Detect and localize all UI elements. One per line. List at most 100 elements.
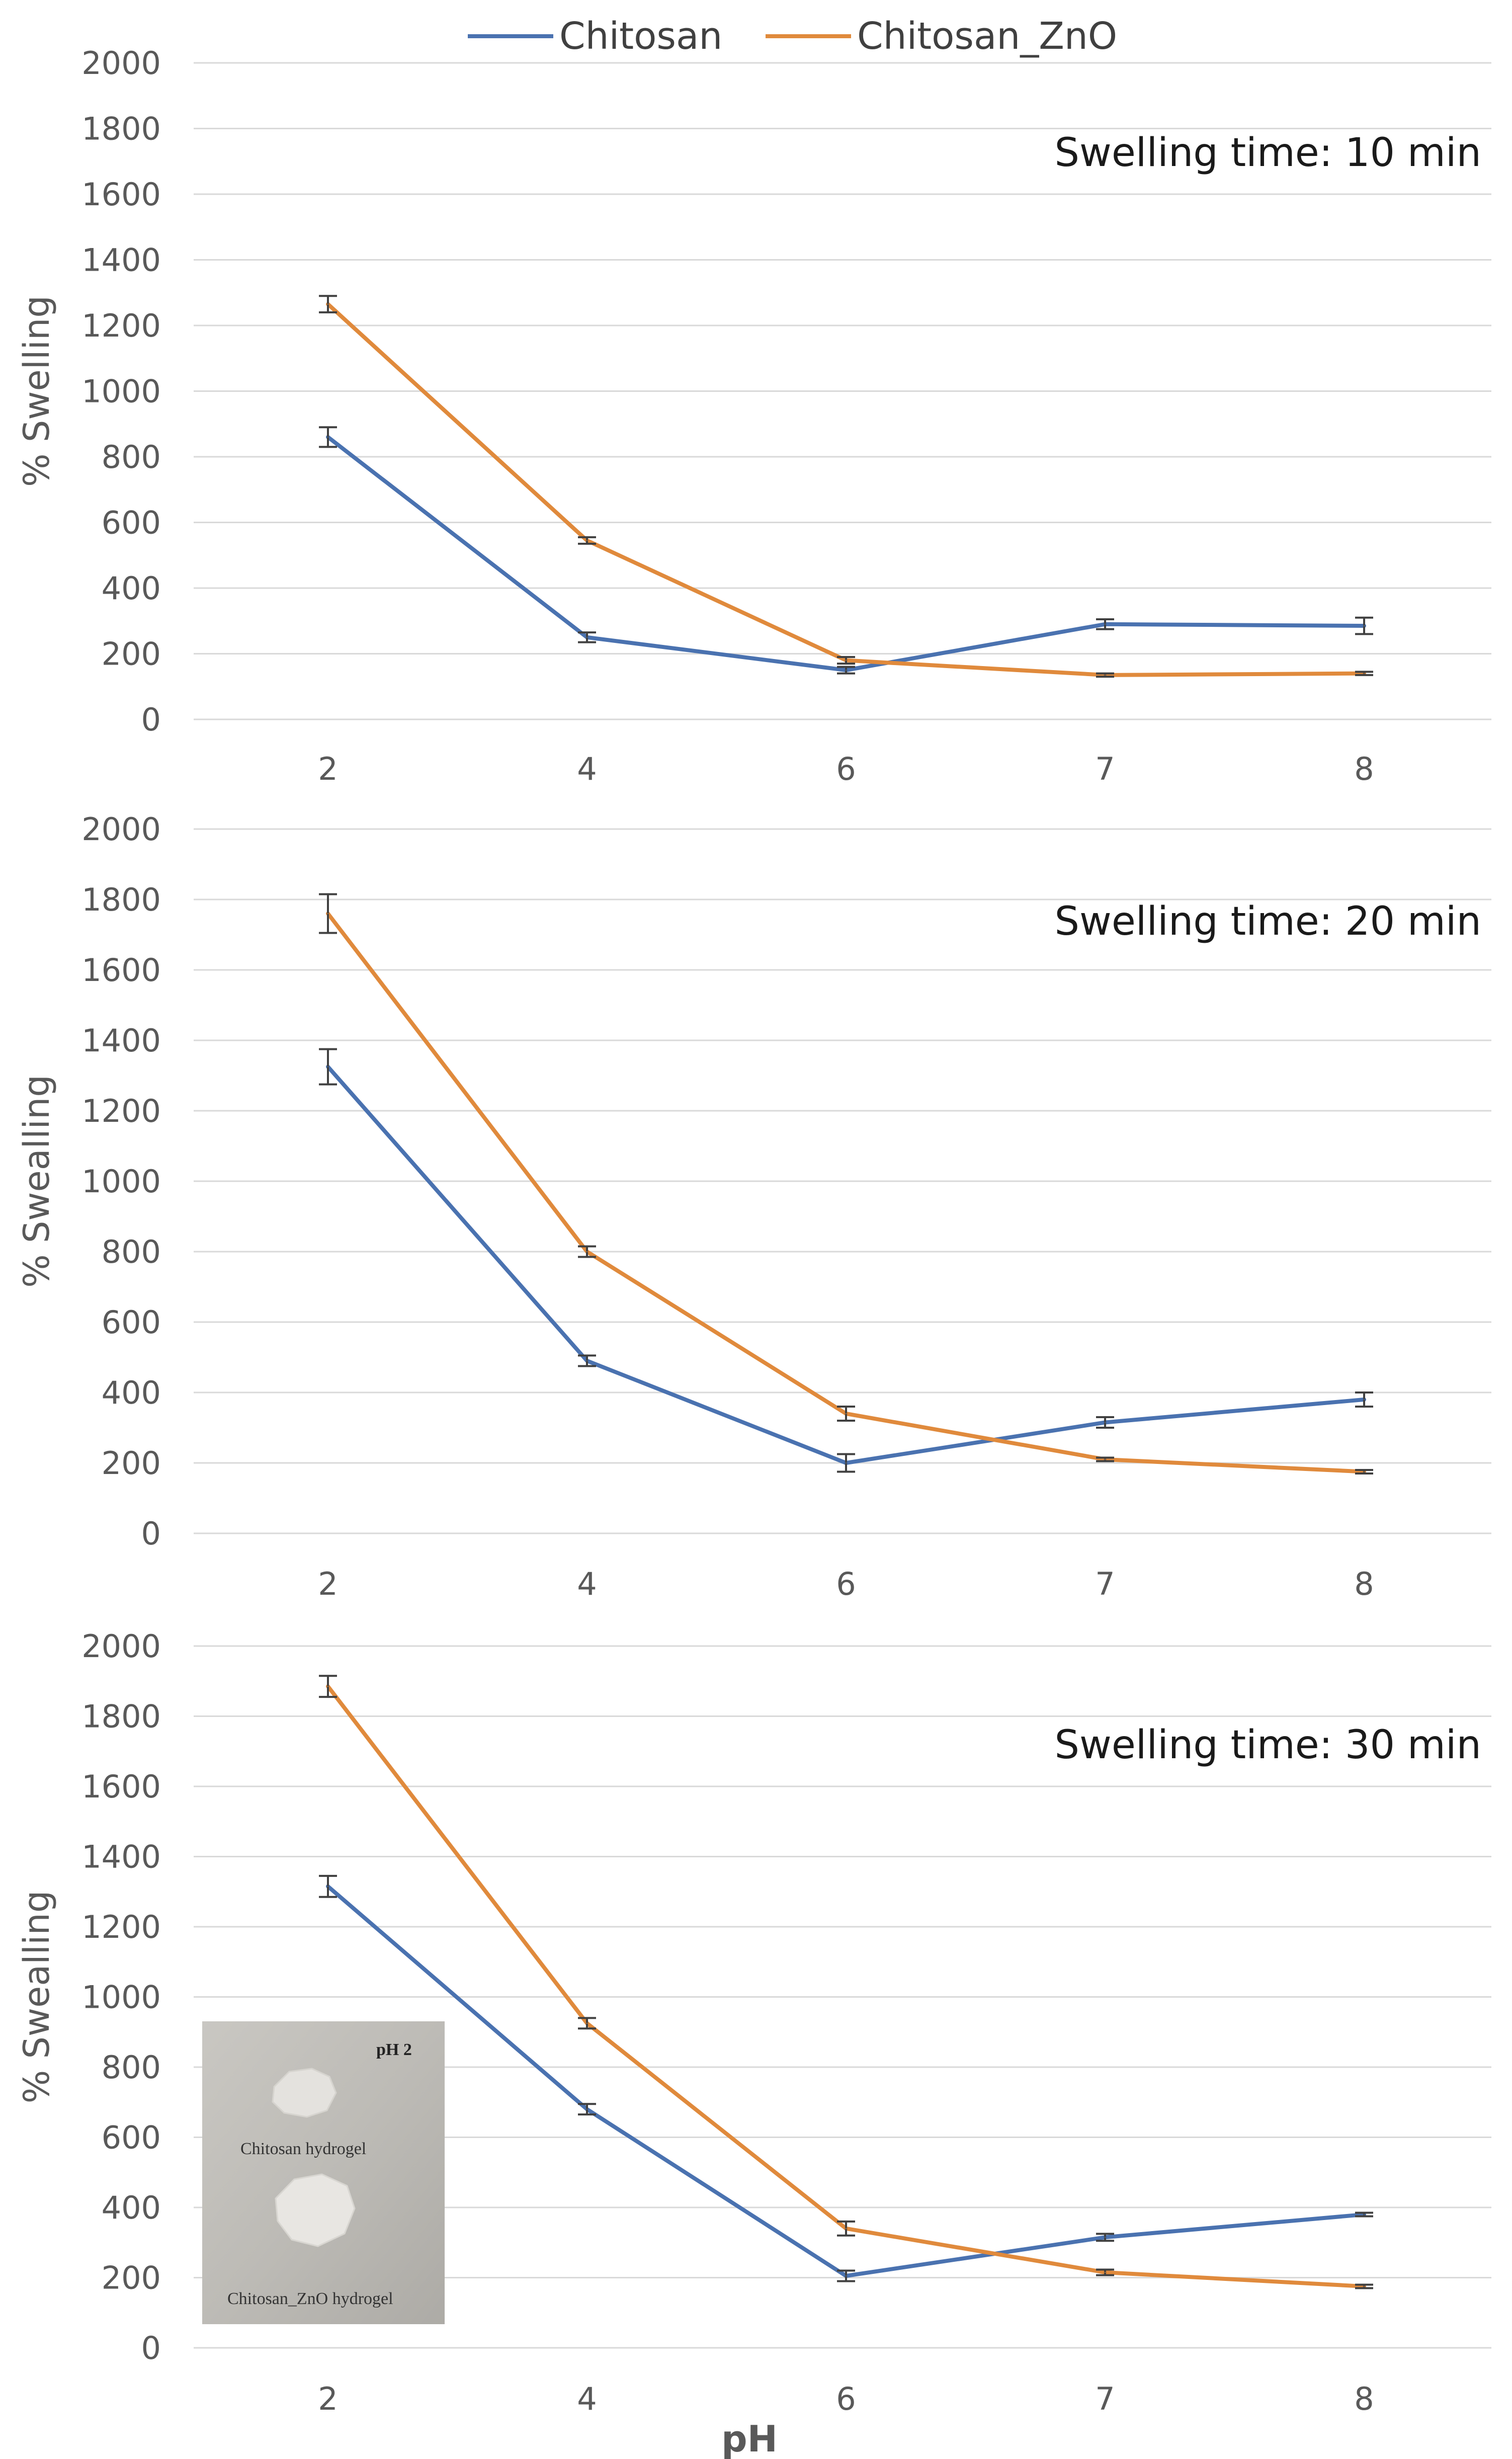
data-point-chitosan <box>327 436 328 438</box>
data-point-chitosan <box>1105 1422 1106 1423</box>
data-point-chitosan <box>1364 2214 1365 2215</box>
data-point-chitosan-zno <box>846 2228 847 2229</box>
panel-title: Swelling time: 20 min <box>1055 899 1481 944</box>
y-tick-label: 2000 <box>81 1628 161 1665</box>
data-point-chitosan-zno <box>586 2022 587 2024</box>
x-tick-label: 4 <box>577 2381 597 2417</box>
y-tick-label: 400 <box>102 570 161 607</box>
data-point-chitosan <box>846 2275 847 2277</box>
data-point-chitosan-zno <box>846 1413 847 1414</box>
data-point-chitosan <box>1364 625 1365 627</box>
legend-label-chitosan: Chitosan <box>559 15 722 58</box>
x-axis-label: pH <box>721 2418 778 2459</box>
data-point-chitosan <box>1105 623 1106 625</box>
data-point-chitosan-zno <box>327 1686 328 1687</box>
series-line-chitosan <box>326 435 1366 673</box>
data-point-chitosan-zno <box>1364 1471 1365 1472</box>
x-tick-label: 8 <box>1354 1566 1374 1602</box>
y-tick-label: 1400 <box>81 242 161 279</box>
panel-title: Swelling time: 10 min <box>1055 130 1481 176</box>
series-line-chitosan-zno <box>326 302 1366 677</box>
inset-photo: pH 2 Chitosan hydrogel Chitosan_ZnO hydr… <box>202 2021 445 2324</box>
x-tick-label: 6 <box>836 751 856 787</box>
data-point-chitosan-zno <box>1105 2272 1106 2273</box>
y-tick-label: 400 <box>102 2189 161 2226</box>
data-point-chitosan <box>846 1462 847 1463</box>
y-tick-label: 200 <box>102 2260 161 2297</box>
y-tick-label: 2000 <box>81 811 161 848</box>
y-tick-label: 1800 <box>81 111 161 147</box>
y-tick-label: 1200 <box>81 1093 161 1129</box>
y-tick-label: 1000 <box>81 1163 161 1200</box>
data-point-chitosan-zno <box>1364 2285 1365 2287</box>
x-tick-label: 2 <box>318 751 338 787</box>
y-tick-label: 1200 <box>81 307 161 344</box>
data-point-chitosan-zno <box>586 540 587 541</box>
data-point-chitosan <box>327 1066 328 1068</box>
y-tick-label: 800 <box>102 2049 161 2086</box>
x-tick-label: 6 <box>836 1566 856 1602</box>
y-tick-label: 600 <box>102 2119 161 2156</box>
y-tick-label: 800 <box>102 1234 161 1270</box>
data-point-chitosan-zno <box>327 303 328 305</box>
y-tick-label: 1200 <box>81 1909 161 1945</box>
data-point-chitosan-zno <box>1105 674 1106 676</box>
y-tick-label: 1600 <box>81 952 161 989</box>
legend: Chitosan Chitosan_ZnO <box>468 15 1117 58</box>
inset-background <box>202 2021 445 2324</box>
y-tick-label: 200 <box>102 1445 161 1482</box>
y-tick-label: 1600 <box>81 1768 161 1805</box>
chart-panel-30min: 0 200 400 600 800 1000 1200 1400 1600 1800 2000 2 4 6… <box>16 1628 1491 2459</box>
y-tick-label: 1000 <box>81 373 161 410</box>
data-point-chitosan <box>1364 1399 1365 1400</box>
data-point-chitosan-zno <box>586 1251 587 1252</box>
data-point-chitosan <box>327 1886 328 1887</box>
y-tick-label: 1000 <box>81 1979 161 2016</box>
data-point-chitosan <box>846 670 847 671</box>
x-tick-label: 4 <box>577 1566 597 1602</box>
x-tick-label: 7 <box>1095 2381 1115 2417</box>
inset-label-chitosan-zno: Chitosan_ZnO hydrogel <box>227 2289 393 2308</box>
data-point-chitosan <box>586 1360 587 1361</box>
y-tick-label: 0 <box>141 701 161 738</box>
data-point-chitosan-zno <box>327 913 328 914</box>
inset-label-chitosan: Chitosan hydrogel <box>240 2140 366 2158</box>
y-tick-label: 2000 <box>81 45 161 81</box>
series-line-chitosan-zno <box>326 912 1366 1474</box>
y-axis-label: % Swelling <box>16 295 57 487</box>
y-tick-label: 1600 <box>81 176 161 213</box>
data-point-chitosan <box>1105 2237 1106 2238</box>
x-tick-label: 2 <box>318 2381 338 2417</box>
data-point-chitosan <box>586 2108 587 2110</box>
data-point-chitosan-zno <box>1364 673 1365 674</box>
y-tick-label: 200 <box>102 636 161 673</box>
y-axis-label: % Swealling <box>16 1891 57 2104</box>
y-tick-label: 400 <box>102 1374 161 1411</box>
series-line-chitosan <box>326 1064 1366 1465</box>
data-point-chitosan-zno <box>846 660 847 661</box>
x-tick-label: 6 <box>836 2381 856 2417</box>
series-line-chitosan-zno <box>326 1684 1366 2288</box>
panel-title: Swelling time: 30 min <box>1055 1723 1481 1768</box>
y-tick-label: 800 <box>102 439 161 475</box>
x-tick-label: 7 <box>1095 1566 1115 1602</box>
y-tick-label: 600 <box>102 505 161 541</box>
chitosan-zno-hydrogel-sample <box>275 2173 356 2247</box>
y-axis-label: % Swealling <box>16 1075 57 1288</box>
chitosan-hydrogel-sample <box>272 2068 337 2118</box>
chart-panel-10min: 0 200 400 600 800 1000 1200 1400 1600 1800 2000 2 4 6… <box>16 45 1491 787</box>
x-tick-label: 4 <box>577 751 597 787</box>
chart-panel-20min: 0 200 400 600 800 1000 1200 1400 1600 1800 2000 2 4 6… <box>16 811 1491 1602</box>
y-tick-label: 1400 <box>81 1022 161 1059</box>
series-line-chitosan <box>326 1884 1366 2278</box>
y-tick-label: 0 <box>141 1515 161 1552</box>
legend-label-chitosan-zno: Chitosan_ZnO <box>857 15 1117 58</box>
x-tick-label: 8 <box>1354 751 1374 787</box>
y-tick-label: 600 <box>102 1304 161 1341</box>
x-tick-label: 2 <box>318 1566 338 1602</box>
y-tick-label: 0 <box>141 2330 161 2366</box>
y-tick-label: 1400 <box>81 1839 161 1875</box>
inset-ph-label: pH 2 <box>376 2040 412 2059</box>
data-point-chitosan-zno <box>1105 1459 1106 1460</box>
